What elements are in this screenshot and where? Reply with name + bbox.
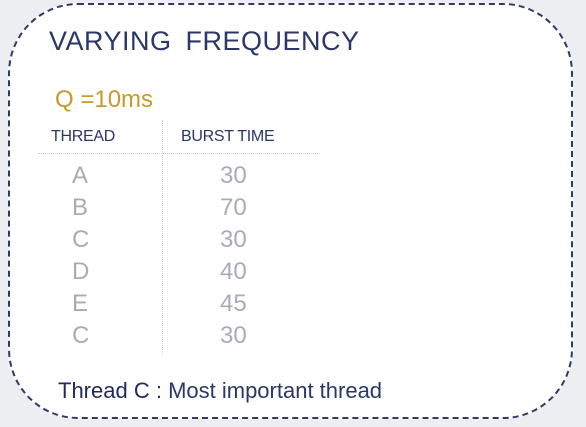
burst-time-cell: 30 [220,162,247,189]
table-row: A 30 [0,162,586,194]
footer-note: Thread C : Most important thread [58,378,382,404]
thread-table: A 30 B 70 C 30 D 40 E 45 C 30 [0,162,586,354]
table-row: D 40 [0,258,586,290]
time-quantum: Q =10ms [55,86,154,113]
header-divider [38,153,320,154]
table-row: B 70 [0,194,586,226]
burst-time-column-header: BURST TIME [181,128,275,145]
thread-cell: C [72,322,90,349]
burst-time-cell: 30 [220,322,247,349]
thread-cell: D [72,258,90,285]
thread-cell: A [72,162,89,189]
slide-card [8,3,573,419]
footer-text: Most important thread [168,378,383,403]
thread-cell: B [72,194,89,221]
footer-separator: : [149,378,169,403]
table-row: C 30 [0,226,586,258]
footer-label: Thread C [58,378,150,403]
burst-time-cell: 30 [220,226,247,253]
table-row: C 30 [0,322,586,354]
burst-time-cell: 40 [220,258,247,285]
table-row: E 45 [0,290,586,322]
thread-column-header: THREAD [51,128,115,145]
burst-time-cell: 45 [220,290,247,317]
thread-cell: C [72,226,90,253]
thread-cell: E [72,290,89,317]
column-divider [162,120,163,354]
burst-time-cell: 70 [220,194,247,221]
slide-title: VARYING FREQUENCY [49,26,360,56]
